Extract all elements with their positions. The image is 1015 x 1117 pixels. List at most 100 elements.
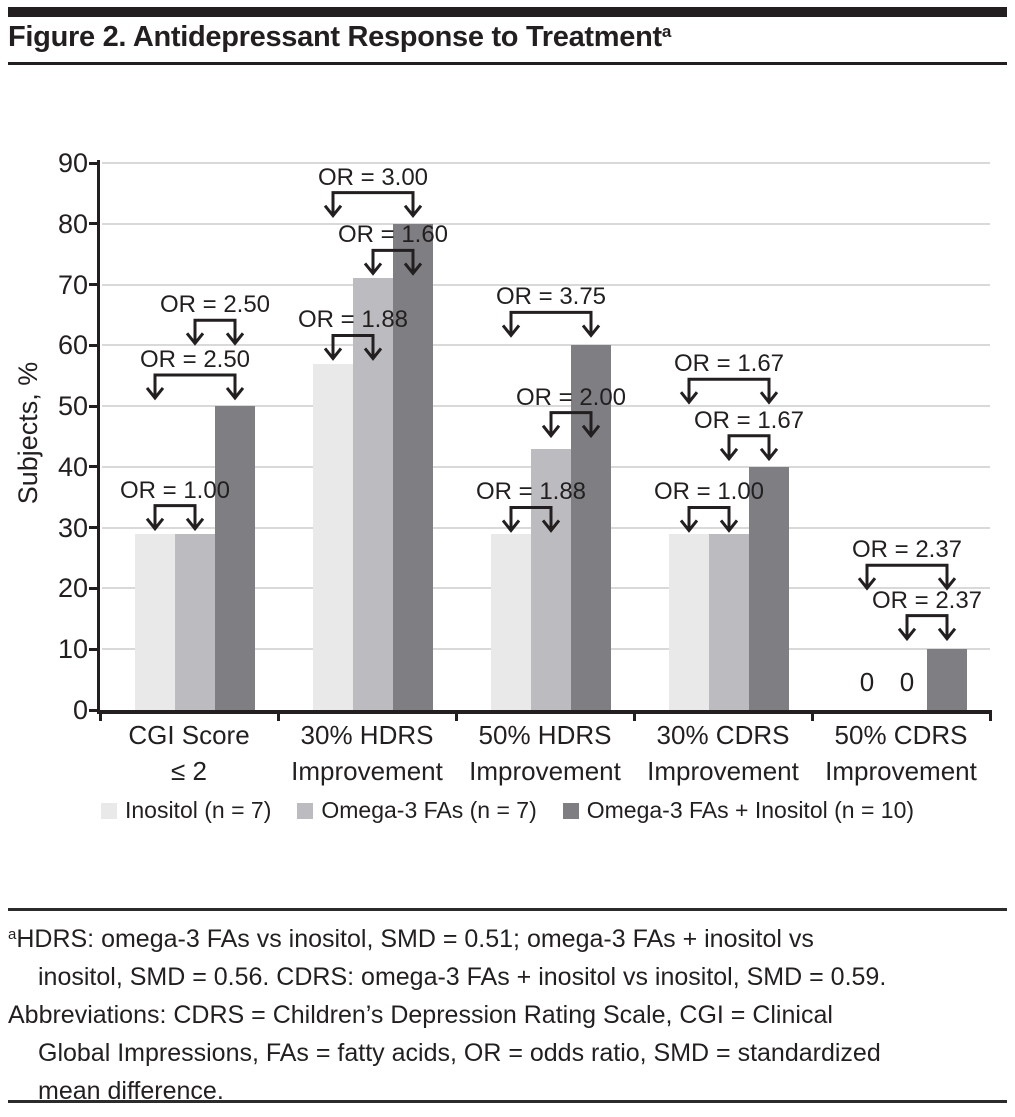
footnote-line: Abbreviations: CDRS = Children’s Depress… bbox=[8, 1001, 833, 1029]
bar bbox=[313, 363, 353, 710]
or-annotation-label: OR = 2.37 bbox=[871, 586, 983, 614]
footnote-line: Global Impressions, FAs = fatty acids, O… bbox=[38, 1039, 881, 1067]
or-annotation-label: OR = 2.50 bbox=[139, 345, 251, 373]
or-annotation-label: OR = 1.67 bbox=[693, 406, 805, 434]
footnote-rule-bottom bbox=[8, 1100, 1007, 1103]
x-axis-category-label: 50% HDRS Improvement bbox=[469, 720, 621, 786]
gridline bbox=[102, 283, 990, 286]
x-axis-tick bbox=[454, 710, 458, 721]
bar bbox=[135, 533, 175, 710]
or-annotation-label: OR = 1.00 bbox=[119, 476, 231, 504]
figure-title-text: Figure 2. Antidepressant Response to Tre… bbox=[8, 21, 662, 53]
or-annotation-label: OR = 3.75 bbox=[495, 283, 607, 311]
title-top-bar bbox=[8, 7, 1007, 17]
or-annotation-bracket bbox=[719, 434, 779, 462]
or-annotation-bracket bbox=[145, 373, 245, 401]
y-axis-tick-label: 90 bbox=[57, 148, 88, 178]
y-axis-tick-label: 60 bbox=[57, 330, 88, 361]
footnote-text: HDRS: omega-3 FAs vs inositol, SMD = 0.5… bbox=[16, 925, 814, 953]
bar bbox=[749, 466, 789, 710]
or-annotation-label: OR = 2.00 bbox=[515, 383, 627, 411]
footnotes: aHDRS: omega-3 FAs vs inositol, SMD = 0.… bbox=[8, 916, 1008, 1110]
y-axis-tick bbox=[89, 647, 100, 651]
figure-title-superscript: a bbox=[661, 22, 672, 41]
or-annotation-bracket bbox=[679, 377, 779, 405]
footnote-line: inositol, SMD = 0.56. CDRS: omega-3 FAs … bbox=[38, 963, 887, 991]
bar bbox=[175, 533, 215, 710]
x-axis-line bbox=[97, 710, 991, 714]
gridline bbox=[102, 344, 990, 347]
x-axis-tick bbox=[988, 710, 992, 721]
y-axis-tick bbox=[89, 283, 100, 287]
y-axis-tick bbox=[89, 161, 100, 165]
x-axis-category-label: CGI Score ≤ 2 bbox=[128, 720, 250, 786]
bar bbox=[215, 406, 255, 710]
or-annotation-label: OR = 1.88 bbox=[297, 306, 409, 334]
bar bbox=[927, 649, 967, 710]
or-annotation-label: OR = 1.00 bbox=[653, 478, 765, 506]
legend-label: Omega-3 FAs + Inositol (n = 10) bbox=[586, 797, 915, 823]
title-rule bbox=[8, 62, 1007, 65]
zero-value-label: 0 bbox=[899, 667, 915, 698]
or-annotation-label: OR = 1.88 bbox=[475, 478, 587, 506]
bar bbox=[491, 533, 531, 710]
footnote-superscript: a bbox=[8, 926, 17, 943]
y-axis-tick-label: 20 bbox=[57, 573, 88, 604]
bar bbox=[531, 448, 571, 710]
legend-swatch bbox=[100, 802, 117, 819]
or-annotation-label: OR = 2.50 bbox=[159, 291, 271, 319]
x-axis-tick bbox=[276, 710, 280, 721]
y-axis-tick bbox=[89, 465, 100, 469]
legend-swatch bbox=[297, 802, 314, 819]
legend-item: Omega-3 FAs (n = 7) bbox=[297, 797, 537, 824]
x-axis-category-label: 50% CDRS Improvement bbox=[825, 720, 977, 786]
y-axis-tick bbox=[89, 404, 100, 408]
footnote-rule-top bbox=[8, 908, 1007, 911]
y-axis-tick bbox=[89, 708, 100, 712]
or-annotation-bracket bbox=[501, 310, 601, 338]
y-axis-tick-label: 50 bbox=[57, 391, 88, 422]
y-axis-tick bbox=[89, 586, 100, 590]
x-axis-tick bbox=[632, 710, 636, 721]
x-axis-category-label: 30% HDRS Improvement bbox=[291, 720, 443, 786]
legend-swatch bbox=[562, 802, 579, 819]
y-axis-title: Subjects, % bbox=[13, 361, 43, 505]
y-axis-tick-label: 80 bbox=[57, 208, 88, 239]
bar bbox=[571, 345, 611, 710]
legend-label: Inositol (n = 7) bbox=[124, 797, 272, 823]
y-axis-tick-label: 70 bbox=[57, 269, 88, 300]
y-axis-tick bbox=[89, 222, 100, 226]
zero-value-label: 0 bbox=[859, 667, 875, 698]
or-annotation-bracket bbox=[897, 614, 957, 642]
figure-title: Figure 2. Antidepressant Response to Tre… bbox=[8, 21, 671, 54]
gridline bbox=[102, 222, 990, 225]
or-annotation-label: OR = 3.00 bbox=[317, 163, 429, 191]
x-axis-tick bbox=[810, 710, 814, 721]
or-annotation-label: OR = 2.37 bbox=[851, 536, 963, 564]
y-axis-tick-label: 0 bbox=[72, 695, 88, 725]
or-annotation-label: OR = 1.67 bbox=[673, 350, 785, 378]
chart-legend: Inositol (n = 7) Omega-3 FAs (n = 7) Omega… bbox=[0, 797, 1015, 824]
x-axis-tick bbox=[98, 710, 102, 721]
y-axis-tick bbox=[89, 526, 100, 530]
y-axis-tick-label: 40 bbox=[57, 451, 88, 482]
legend-item: Omega-3 FAs + Inositol (n = 10) bbox=[562, 797, 915, 824]
x-axis-category-label: 30% CDRS Improvement bbox=[647, 720, 799, 786]
gridline bbox=[102, 405, 990, 408]
or-annotation-bracket bbox=[145, 504, 205, 532]
bar bbox=[709, 533, 749, 710]
y-axis-tick bbox=[89, 343, 100, 347]
or-annotation-label: OR = 1.60 bbox=[337, 221, 449, 249]
footnote-line: mean difference. bbox=[38, 1077, 224, 1105]
bar bbox=[669, 533, 709, 710]
legend-label: Omega-3 FAs (n = 7) bbox=[321, 797, 537, 823]
or-annotation-bracket bbox=[185, 318, 245, 346]
or-annotation-bracket bbox=[323, 191, 423, 219]
y-axis-tick-label: 30 bbox=[57, 512, 88, 543]
gridline bbox=[102, 162, 990, 164]
legend-item: Inositol (n = 7) bbox=[100, 797, 272, 824]
y-axis-line bbox=[97, 160, 100, 713]
footnote-line: aHDRS: omega-3 FAs vs inositol, SMD = 0.… bbox=[8, 916, 1008, 958]
